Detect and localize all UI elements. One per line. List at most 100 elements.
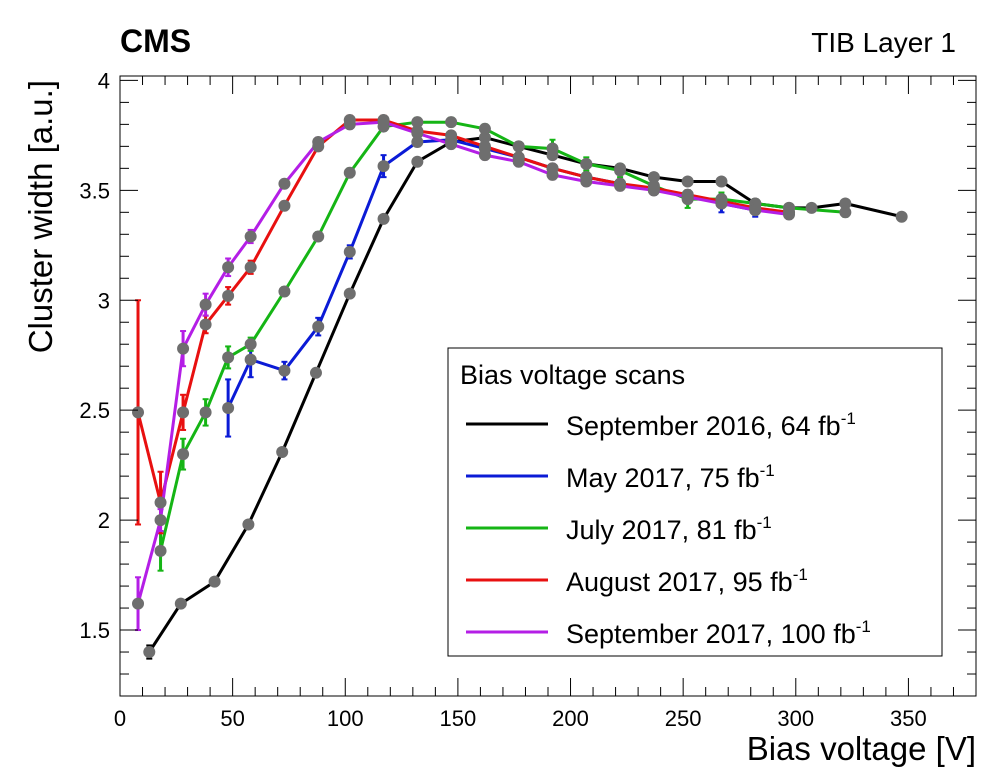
legend-entry: September 2016, 64 fb-1 bbox=[466, 409, 856, 441]
data-point bbox=[445, 116, 458, 129]
data-point bbox=[177, 448, 190, 461]
legend-label: July 2017, 81 fb-1 bbox=[566, 513, 772, 545]
data-point bbox=[244, 353, 257, 366]
data-point bbox=[278, 364, 291, 377]
x-tick-label: 300 bbox=[777, 706, 814, 731]
legend-title: Bias voltage scans bbox=[460, 360, 685, 390]
data-point bbox=[242, 518, 255, 531]
data-point bbox=[512, 155, 525, 168]
data-point bbox=[143, 646, 156, 659]
data-point bbox=[614, 179, 627, 192]
data-point bbox=[749, 204, 762, 217]
data-point bbox=[343, 166, 356, 179]
data-point bbox=[208, 575, 221, 588]
data-point bbox=[478, 149, 491, 162]
data-point bbox=[199, 318, 212, 331]
x-tick-label: 200 bbox=[552, 706, 589, 731]
legend-entry: September 2017, 100 fb-1 bbox=[466, 617, 871, 649]
data-point bbox=[278, 285, 291, 298]
data-point bbox=[199, 406, 212, 419]
legend: Bias voltage scans September 2016, 64 fb… bbox=[447, 347, 943, 657]
data-point bbox=[244, 261, 257, 274]
data-point bbox=[546, 168, 559, 181]
data-point bbox=[154, 514, 167, 527]
data-point bbox=[312, 320, 325, 333]
data-point bbox=[411, 116, 424, 129]
data-point bbox=[411, 135, 424, 148]
detector-label: TIB Layer 1 bbox=[811, 27, 956, 58]
data-point bbox=[132, 597, 145, 610]
data-point bbox=[154, 496, 167, 509]
legend-entry: May 2017, 75 fb-1 bbox=[466, 461, 775, 493]
data-point bbox=[244, 338, 257, 351]
data-point bbox=[132, 406, 145, 419]
data-point bbox=[805, 201, 818, 214]
data-point bbox=[343, 287, 356, 300]
data-point bbox=[222, 261, 235, 274]
y-tick-label: 3.5 bbox=[79, 178, 110, 203]
data-point bbox=[839, 197, 852, 210]
data-point bbox=[647, 171, 660, 184]
data-point bbox=[478, 140, 491, 153]
data-point bbox=[614, 164, 627, 177]
data-point bbox=[174, 597, 187, 610]
data-point bbox=[411, 127, 424, 140]
data-point bbox=[309, 366, 322, 379]
data-point bbox=[512, 140, 525, 153]
data-point bbox=[222, 401, 235, 414]
legend-label: May 2017, 75 fb-1 bbox=[566, 461, 775, 493]
data-point bbox=[580, 157, 593, 170]
data-point bbox=[681, 175, 694, 188]
data-point bbox=[647, 184, 660, 197]
data-point bbox=[177, 406, 190, 419]
data-point bbox=[783, 208, 796, 221]
data-point bbox=[222, 289, 235, 302]
data-point bbox=[154, 544, 167, 557]
data-point bbox=[343, 118, 356, 131]
data-point bbox=[681, 190, 694, 203]
data-point bbox=[377, 160, 390, 173]
data-point bbox=[343, 245, 356, 258]
data-point bbox=[278, 199, 291, 212]
y-axis-label: Cluster width [a.u.] bbox=[22, 80, 59, 353]
y-tick-label: 1.5 bbox=[79, 618, 110, 643]
cms-label: CMS bbox=[120, 23, 191, 59]
data-point bbox=[478, 131, 491, 144]
data-point bbox=[478, 122, 491, 135]
data-point bbox=[580, 175, 593, 188]
x-tick-label: 150 bbox=[440, 706, 477, 731]
data-point bbox=[177, 342, 190, 355]
series-5-markers bbox=[132, 116, 796, 610]
x-axis-label: Bias voltage [V] bbox=[747, 730, 976, 767]
y-tick-label: 2.5 bbox=[79, 398, 110, 423]
data-point bbox=[546, 142, 559, 155]
data-point bbox=[895, 210, 908, 223]
legend-label: August 2017, 95 fb-1 bbox=[566, 565, 808, 597]
data-point bbox=[276, 445, 289, 458]
data-point bbox=[445, 138, 458, 151]
x-tick-label: 100 bbox=[327, 706, 364, 731]
legend-label: September 2016, 64 fb-1 bbox=[566, 409, 856, 441]
x-tick-label: 0 bbox=[114, 706, 126, 731]
data-point bbox=[411, 155, 424, 168]
data-point bbox=[222, 351, 235, 364]
data-point bbox=[244, 230, 257, 243]
x-tick-label: 350 bbox=[890, 706, 927, 731]
data-point bbox=[312, 135, 325, 148]
data-point bbox=[377, 116, 390, 129]
data-point bbox=[199, 298, 212, 311]
data-point bbox=[715, 197, 728, 210]
legend-entry: August 2017, 95 fb-1 bbox=[466, 565, 808, 597]
legend-label: September 2017, 100 fb-1 bbox=[566, 617, 871, 649]
y-tick-label: 3 bbox=[98, 288, 110, 313]
data-point bbox=[839, 206, 852, 219]
legend-entry: July 2017, 81 fb-1 bbox=[466, 513, 772, 545]
data-point bbox=[312, 230, 325, 243]
legend-box bbox=[447, 347, 943, 657]
data-point bbox=[715, 175, 728, 188]
data-point bbox=[377, 212, 390, 225]
x-tick-label: 250 bbox=[665, 706, 702, 731]
y-tick-label: 2 bbox=[98, 508, 110, 533]
series-layer bbox=[132, 113, 908, 660]
